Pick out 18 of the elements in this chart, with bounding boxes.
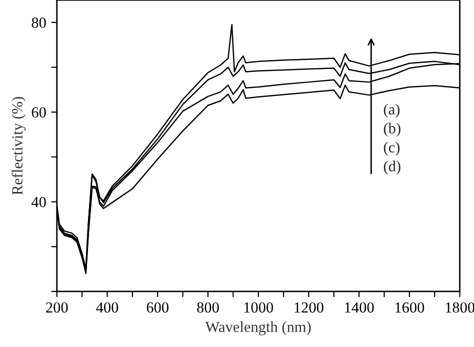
x-tick-label: 1800: [446, 302, 474, 313]
x-tick-label: 1400: [345, 302, 374, 313]
x-tick-label: 400: [96, 302, 118, 313]
x-tick-label: 1000: [244, 302, 274, 313]
annotation: (c): [384, 142, 400, 156]
x-tick-label: 800: [197, 302, 219, 313]
y-tick-label: 40: [31, 196, 46, 208]
x-tick-label: 1600: [395, 302, 424, 313]
y-tick-label: 60: [32, 107, 46, 118]
y-axis-title: Reflectivity (%): [12, 96, 26, 195]
x-tick-label: 200: [46, 302, 68, 313]
annotation: (a): [384, 104, 400, 118]
x-tick-label: 600: [146, 302, 168, 313]
annotation: (d): [384, 160, 400, 175]
annotation: (b): [384, 122, 400, 137]
y-tick-label: 80: [32, 18, 46, 28]
x-axis-title: Wavelength (nm): [205, 321, 311, 336]
x-tick-label: 1200: [294, 302, 324, 313]
